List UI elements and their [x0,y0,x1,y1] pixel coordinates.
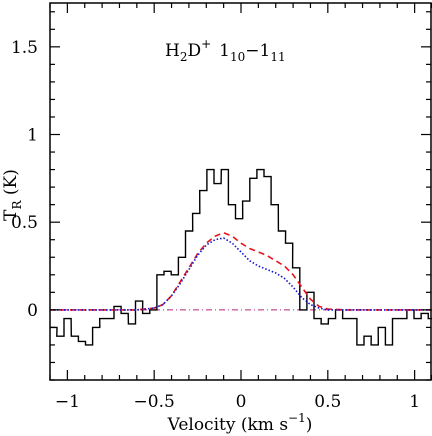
y-tick-label: 0 [27,301,38,321]
line-annotation: H2D+ 110−111 [165,37,286,64]
tick-labels-layer: −1 −0.5 0 0.5 1 0 0.5 1 1.5 [11,38,420,412]
series-1-line [50,231,432,311]
y-axis-title: TR (K) [1,169,24,221]
x-tick-label: 0 [236,392,247,412]
y-tick-label: 0.5 [11,213,38,233]
x-axis-title: Velocity (km s−1) [167,411,313,435]
x-tick-label: −1 [55,392,80,412]
x-tick-label: 0.5 [314,392,341,412]
series-layer [49,168,432,346]
ticks-layer [49,3,432,381]
x-tick-label: 1 [409,392,420,412]
series-0-line [49,168,432,346]
x-tick-label: −0.5 [134,392,175,412]
series-2-line [50,237,432,311]
y-tick-label: 1 [27,126,38,146]
y-tick-label: 1.5 [11,38,38,58]
